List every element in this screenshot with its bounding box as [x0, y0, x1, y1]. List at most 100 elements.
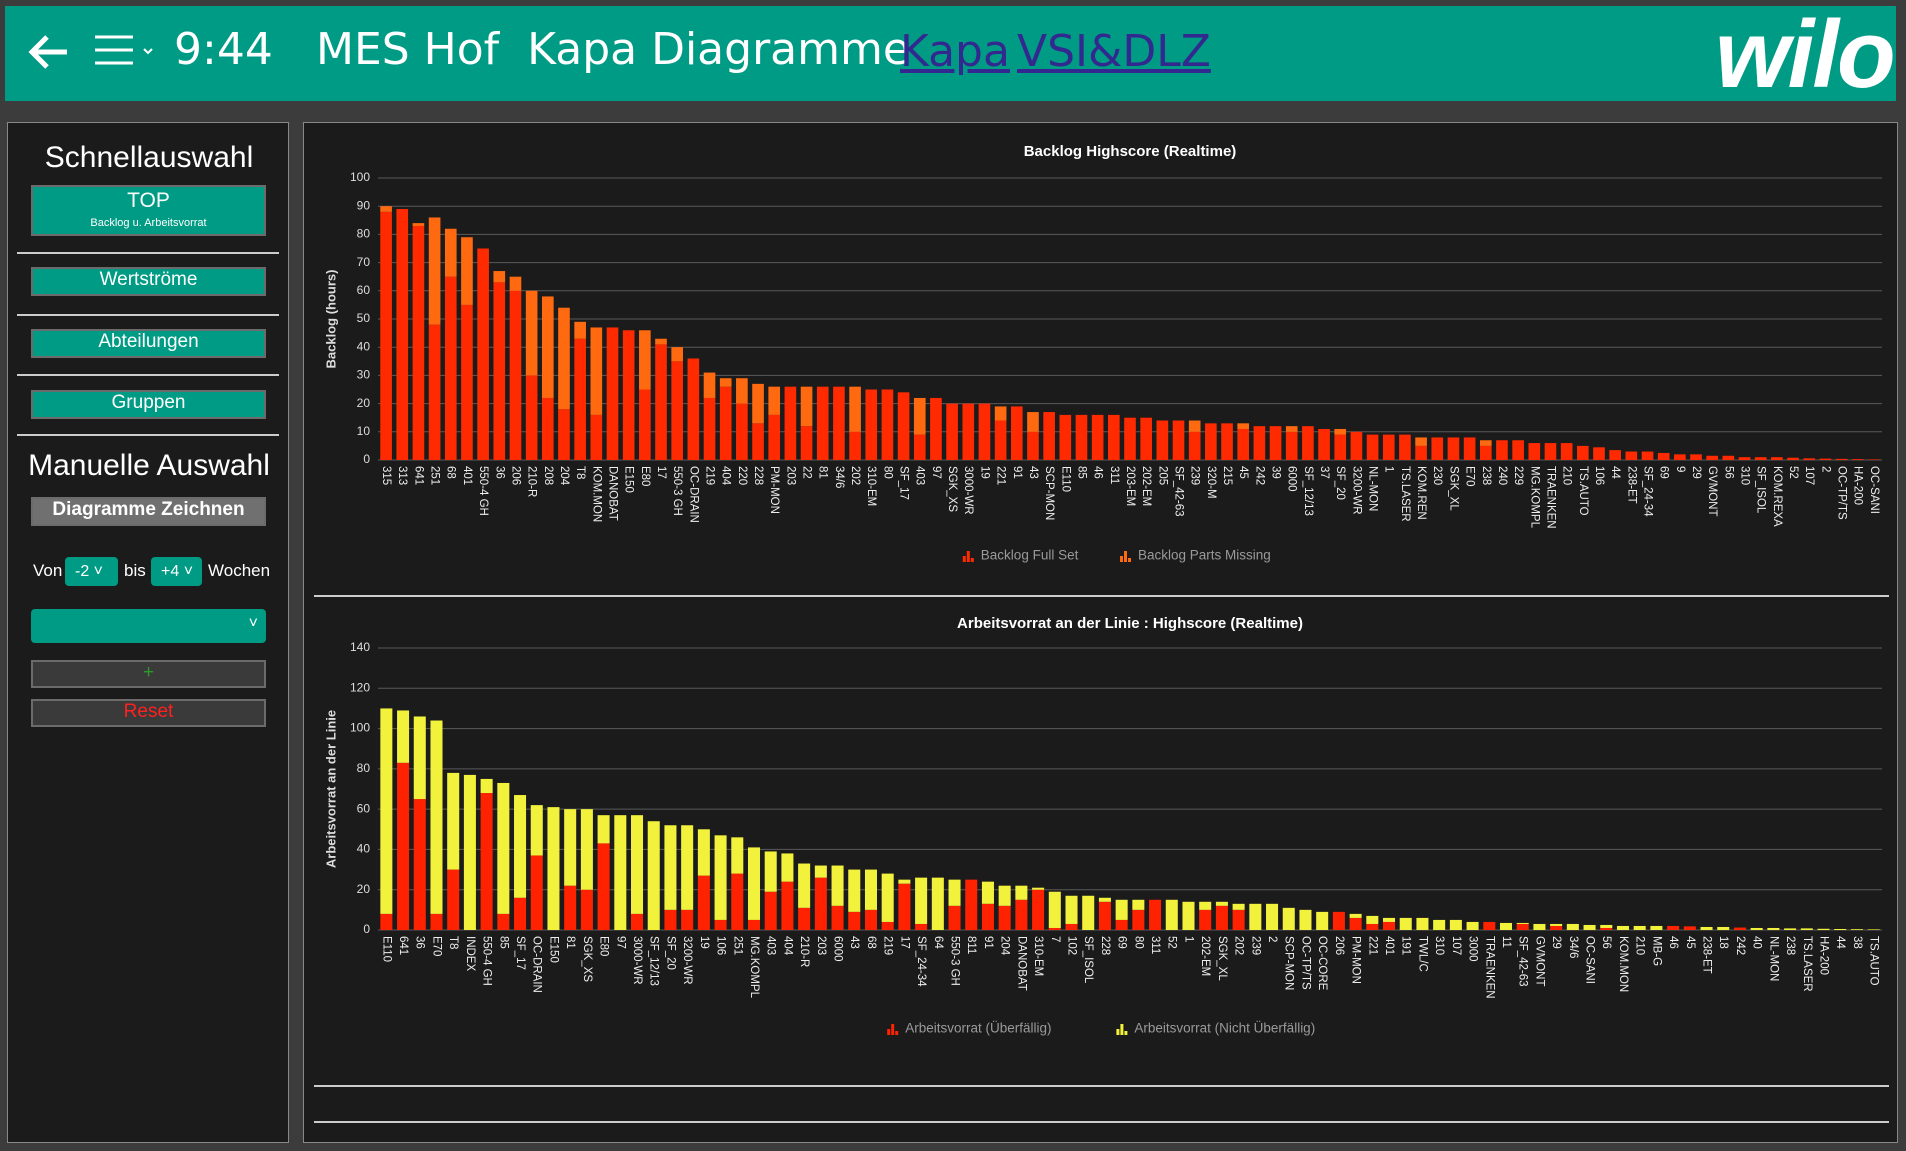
- bar-segment: [1382, 434, 1395, 460]
- x-tick-label: 230: [1431, 466, 1443, 485]
- bar-segment: [747, 919, 761, 930]
- bar-segment: [444, 228, 457, 277]
- bar-segment: [800, 386, 813, 427]
- x-tick-label: 106: [715, 936, 727, 955]
- x-tick-label: 202-EM: [1140, 466, 1152, 506]
- bar-segment: [1232, 903, 1245, 910]
- x-tick-label: E80: [598, 936, 610, 956]
- bar-segment: [597, 843, 610, 930]
- bar-segment: [380, 211, 392, 460]
- bar-segment: [1115, 919, 1128, 930]
- x-tick-label: 311: [1108, 466, 1120, 484]
- x-tick-label: OC-TP/TS: [1299, 936, 1311, 990]
- bar-segment: [530, 855, 543, 930]
- x-tick-label: 3000: [1467, 936, 1479, 962]
- bar-segment: [1667, 925, 1680, 930]
- nav-button[interactable]: Wertströme: [31, 267, 266, 296]
- bar-segment: [1431, 437, 1444, 460]
- x-tick-label: SF_42-63: [1172, 466, 1184, 517]
- reset-button[interactable]: Reset: [31, 699, 266, 727]
- bar-segment: [525, 375, 538, 460]
- x-tick-label: 811: [965, 936, 977, 954]
- top-button[interactable]: TOP Backlog u. Arbeitsvorrat: [31, 185, 266, 236]
- bar-segment: [998, 885, 1011, 906]
- x-tick-label: 202-EM: [1199, 936, 1211, 976]
- x-tick-label: 56: [1600, 936, 1612, 949]
- y-axis-label: Backlog (hours): [323, 270, 338, 369]
- nav-link[interactable]: VSI&DLZ: [1017, 26, 1211, 77]
- x-tick-label: 219: [703, 466, 715, 485]
- button-label: TOP: [127, 189, 170, 212]
- select-value: +4: [161, 563, 180, 580]
- bar-segment: [816, 386, 829, 460]
- bar-segment: [714, 919, 727, 930]
- bar-segment: [1819, 458, 1832, 460]
- nav-button[interactable]: Gruppen: [31, 390, 266, 419]
- bar-segment: [864, 909, 877, 930]
- bar-segment: [948, 905, 961, 930]
- x-tick-label: 210: [1561, 466, 1573, 485]
- x-tick-label: 46: [1667, 936, 1679, 949]
- bar-segment: [913, 434, 926, 460]
- group-select[interactable]: ˅: [31, 609, 266, 643]
- x-tick-label: 91: [1011, 466, 1023, 479]
- x-tick-label: KOM.REXA: [1771, 466, 1783, 527]
- bar-segment: [798, 907, 811, 930]
- back-icon[interactable]: [27, 32, 71, 72]
- x-tick-label: 210-R: [526, 466, 538, 497]
- nav-link[interactable]: Kapa: [900, 26, 1010, 77]
- label: Wochen: [208, 561, 271, 580]
- x-tick-label: 46: [1092, 466, 1104, 479]
- x-tick-label: SF_42-63: [1517, 936, 1529, 987]
- x-tick-label: 52: [1787, 466, 1799, 479]
- x-tick-label: 404: [781, 936, 793, 956]
- bar-segment: [731, 873, 744, 930]
- x-tick-label: SF_ISOL: [1082, 936, 1094, 984]
- bar-segment: [380, 206, 392, 212]
- x-tick-label: DANOBAT: [606, 466, 618, 521]
- x-tick-label: 106: [1593, 466, 1605, 485]
- bar-segment: [1722, 455, 1735, 460]
- x-tick-label: OC-DRAIN: [687, 466, 699, 523]
- bar-segment: [1334, 428, 1347, 435]
- bar-segment: [631, 913, 644, 930]
- bar-segment: [1253, 426, 1266, 460]
- bar-segment: [480, 793, 493, 930]
- x-tick-label: 29: [1690, 466, 1702, 479]
- bar-segment: [1479, 440, 1492, 446]
- bar-segment: [590, 414, 603, 460]
- x-tick-label: 2: [1819, 466, 1831, 472]
- x-tick-label: 242: [1253, 466, 1265, 485]
- x-tick-label: MG.KOMPL: [748, 936, 760, 999]
- bar-segment: [1600, 927, 1613, 930]
- bar-segment: [1182, 901, 1195, 930]
- bar-segment: [1349, 917, 1362, 930]
- bar-segment: [1625, 451, 1638, 460]
- bar-segment: [1479, 445, 1492, 460]
- bar-segment: [1733, 927, 1746, 930]
- x-tick-label: 310: [1433, 936, 1445, 955]
- x-tick-label: PM-MON: [1350, 936, 1362, 984]
- bar-segment: [849, 431, 861, 460]
- x-tick-label: 43: [848, 936, 860, 949]
- x-tick-label: SF_17: [898, 466, 910, 500]
- bar-segment: [800, 426, 813, 460]
- from-select[interactable]: -2 ˅: [65, 557, 118, 586]
- menu-icon[interactable]: [93, 34, 159, 70]
- x-tick-label: SF_ISOL: [1755, 466, 1767, 514]
- x-tick-label: E150: [623, 466, 635, 493]
- bar-segment: [1787, 457, 1799, 460]
- x-tick-label: 68: [445, 466, 457, 479]
- x-tick-label: 6000: [1286, 466, 1298, 492]
- bar-segment: [397, 710, 410, 763]
- draw-button[interactable]: Diagramme Zeichnen: [31, 497, 266, 526]
- bar-segment: [580, 889, 593, 930]
- to-select[interactable]: +4 ˅: [151, 557, 202, 586]
- x-tick-label: 69: [1116, 936, 1128, 949]
- bar-segment: [606, 327, 619, 460]
- bar-segment: [413, 799, 426, 930]
- nav-button[interactable]: Abteilungen: [31, 329, 266, 358]
- bar-segment: [915, 923, 928, 930]
- bar-segment: [1132, 909, 1145, 930]
- add-button[interactable]: +: [31, 660, 266, 688]
